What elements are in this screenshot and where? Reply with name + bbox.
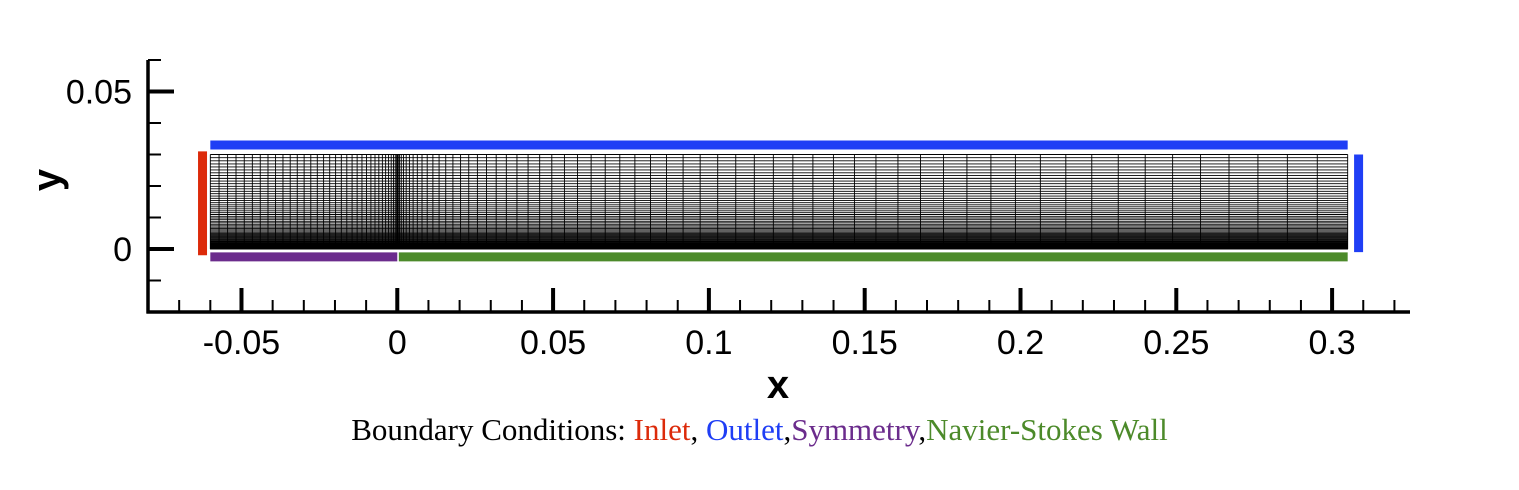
mesh-plot: -0.05 0 0.05 0.1 0.15 0.2 0.25 0.3 0 0.05 x y xyxy=(25,59,1410,407)
caption-prefix: Boundary Conditions: xyxy=(351,412,626,447)
x-tick-label: 0.1 xyxy=(685,324,732,362)
x-tick-label: 0.2 xyxy=(997,324,1044,362)
caption-comma-1: , xyxy=(690,412,706,447)
y-tick-label: 0 xyxy=(113,231,132,269)
x-tick-label: -0.05 xyxy=(203,324,281,362)
caption-comma-3: , xyxy=(918,412,927,447)
caption-comma-2: , xyxy=(783,412,792,447)
boundary-conditions-caption: Boundary Conditions: Inlet, Outlet,Symme… xyxy=(0,412,1519,448)
x-tick-label: 0.15 xyxy=(832,324,898,362)
tick-labels: -0.05 0 0.05 0.1 0.15 0.2 0.25 0.3 0 0.05 xyxy=(66,74,1356,363)
axes xyxy=(146,59,1410,314)
y-tick-label: 0.05 xyxy=(66,74,132,112)
x-axis-label: x xyxy=(767,363,789,407)
mesh-grid xyxy=(209,154,1349,250)
caption-symmetry: Symmetry xyxy=(791,412,919,447)
caption-outlet: Outlet xyxy=(705,412,784,447)
x-tick-label: 0.05 xyxy=(520,324,586,362)
x-tick-label: 0.3 xyxy=(1308,324,1355,362)
boundary-conditions xyxy=(198,140,1364,262)
caption-wall: Navier-Stokes Wall xyxy=(926,412,1168,447)
x-tick-label: 0 xyxy=(388,324,407,362)
y-axis-label: y xyxy=(25,168,69,191)
x-tick-label: 0.25 xyxy=(1143,324,1209,362)
caption-inlet: Inlet xyxy=(633,412,691,447)
